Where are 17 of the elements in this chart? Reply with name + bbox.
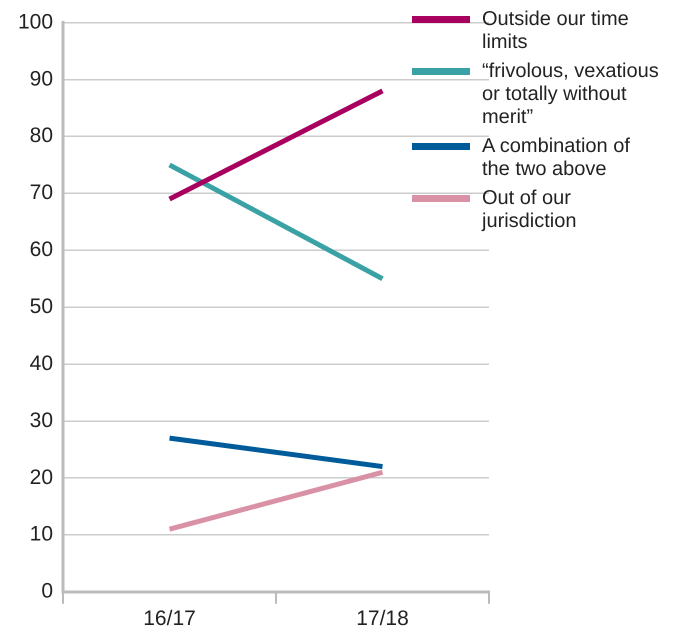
x-tick-label: 16/17 <box>143 607 196 630</box>
y-tick-label: 70 <box>30 181 54 204</box>
legend-label: Out of our jurisdiction <box>482 187 578 233</box>
y-tick-label: 30 <box>30 408 54 432</box>
legend-label: A combination of the two above <box>482 135 631 181</box>
y-tick-label: 20 <box>30 466 54 489</box>
y-tick-label: 40 <box>30 352 54 375</box>
y-tick-label: 100 <box>18 10 54 34</box>
y-tick-label: 10 <box>30 522 54 546</box>
y-tick-label: 90 <box>30 67 54 90</box>
x-tick-label: 17/18 <box>356 607 409 630</box>
y-tick-label: 50 <box>30 294 54 318</box>
y-tick-label: 0 <box>41 580 54 603</box>
y-tick-label: 80 <box>30 124 54 148</box>
y-tick-label: 60 <box>30 238 54 262</box>
legend-label: Outside our time limits <box>482 8 630 54</box>
legend-label: “frivolous, vexatious or totally without merit” <box>482 60 660 129</box>
